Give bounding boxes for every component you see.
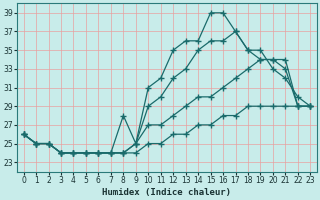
X-axis label: Humidex (Indice chaleur): Humidex (Indice chaleur) (102, 188, 231, 197)
